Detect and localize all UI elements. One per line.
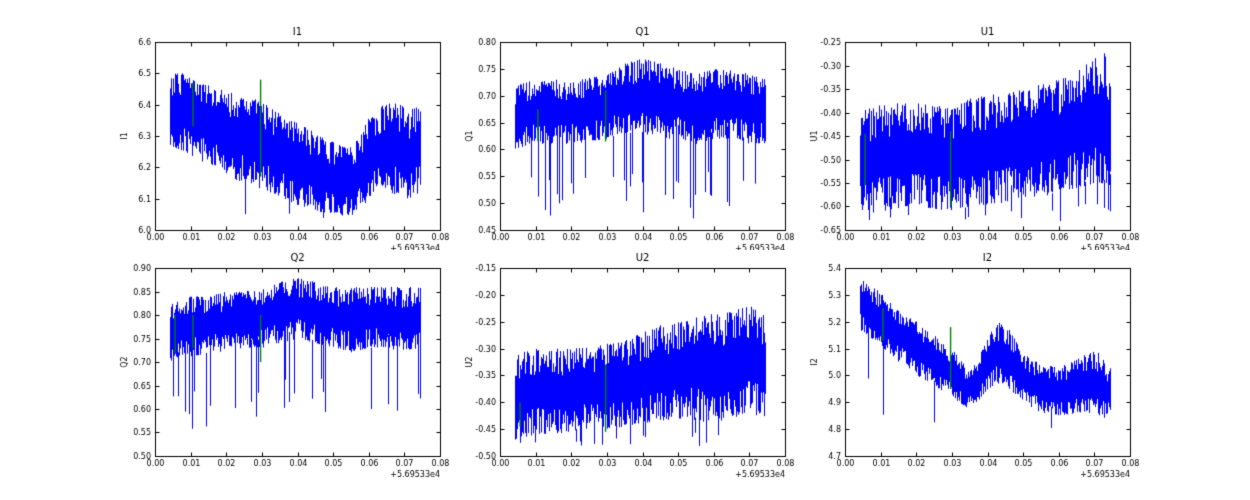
subplot-2-canvas — [800, 0, 1145, 250]
subplot-4-canvas — [455, 250, 800, 500]
subplot-1-canvas — [455, 0, 800, 250]
subplot-0-canvas — [110, 0, 455, 250]
subplot-3-canvas — [110, 250, 455, 500]
subplot-5-canvas — [800, 250, 1145, 500]
